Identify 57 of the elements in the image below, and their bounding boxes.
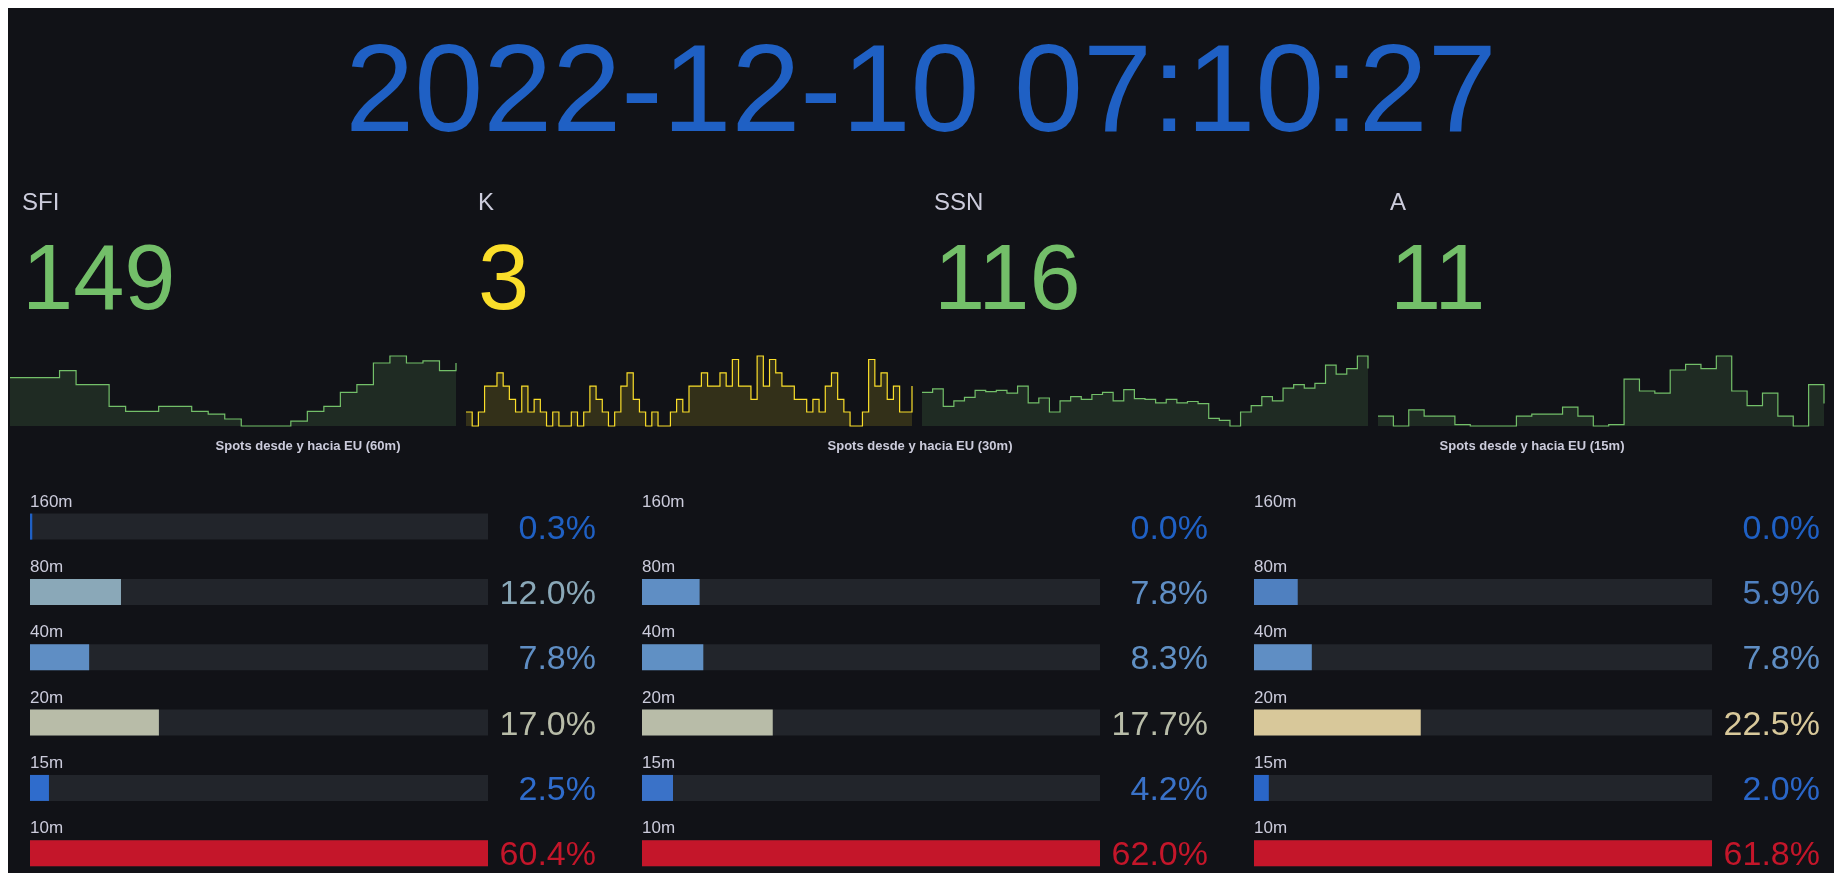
- data-label: 7.8%: [1130, 573, 1208, 611]
- bar: [30, 578, 121, 605]
- data-label: 0.0%: [1742, 507, 1820, 546]
- bar: [642, 774, 674, 801]
- chart-title: A: [1389, 187, 1407, 217]
- data-label: 17.7%: [1111, 703, 1208, 742]
- y-tick-label: 160m: [642, 491, 685, 511]
- bar: [1254, 644, 1312, 671]
- y-tick-label: 80m: [1254, 557, 1288, 576]
- data-label: 2.0%: [1742, 769, 1820, 807]
- data-label: 0.3%: [518, 507, 596, 546]
- y-tick-label: 15m: [642, 753, 676, 772]
- y-tick-label: 10m: [642, 818, 676, 838]
- text: 11: [1389, 225, 1487, 330]
- bar: [1254, 578, 1298, 605]
- data-label: 12.0%: [499, 573, 596, 611]
- y-tick-label: 160m: [30, 491, 73, 511]
- bar: [30, 644, 90, 671]
- y-tick-label: 80m: [30, 557, 64, 576]
- y-tick-label: 20m: [1254, 687, 1288, 707]
- y-tick-label: 15m: [1254, 753, 1288, 772]
- bar: [642, 578, 700, 605]
- y-tick-label: 10m: [30, 818, 64, 838]
- data-label: 61.8%: [1723, 834, 1820, 873]
- data-label: 62.0%: [1111, 834, 1208, 873]
- chart-title: K: [477, 187, 495, 217]
- y-tick-label: 10m: [1254, 818, 1288, 838]
- data-label: 7.8%: [518, 638, 596, 677]
- chart-title: Spots desde y hacia EU (60m): [214, 438, 402, 455]
- chart-title: Spots desde y hacia EU (15m): [1438, 438, 1626, 455]
- bar: [30, 774, 49, 801]
- data-label: 4.2%: [1130, 769, 1208, 807]
- text: 116: [933, 225, 1082, 330]
- data-label: 60.4%: [499, 834, 596, 873]
- data-label: 5.9%: [1742, 573, 1820, 611]
- data-label: 0.0%: [1130, 507, 1208, 546]
- y-tick-label: 20m: [30, 687, 64, 707]
- data-label: 8.3%: [1130, 638, 1208, 677]
- y-tick-label: 40m: [30, 622, 64, 642]
- text: 149: [21, 225, 177, 330]
- text: 3: [477, 225, 531, 330]
- bar: [1254, 774, 1269, 801]
- y-tick-label: 40m: [642, 622, 676, 642]
- data-label: 7.8%: [1742, 638, 1820, 677]
- y-tick-label: 160m: [1254, 491, 1297, 511]
- chart-title: SSN: [933, 187, 985, 217]
- chart-title: SFI: [21, 187, 61, 217]
- data-label: 22.5%: [1723, 703, 1820, 742]
- y-tick-label: 80m: [642, 557, 676, 576]
- y-tick-label: 40m: [1254, 622, 1288, 642]
- y-tick-label: 20m: [642, 687, 676, 707]
- y-tick-label: 15m: [30, 753, 64, 772]
- bar: [642, 644, 704, 671]
- data-label: 2.5%: [518, 769, 596, 807]
- text: 2022-12-10 07:10:27: [345, 18, 1497, 159]
- data-label: 17.0%: [499, 703, 596, 742]
- chart-title: Spots desde y hacia EU (30m): [826, 438, 1014, 455]
